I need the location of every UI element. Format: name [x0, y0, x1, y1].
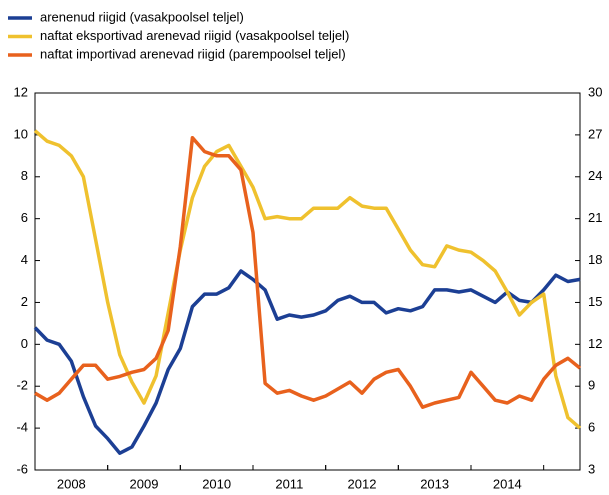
y-tick-label: 12: [14, 84, 28, 99]
x-tick-label: 2012: [348, 476, 377, 491]
legend-label: naftat importivad arenevad riigid (parem…: [40, 46, 346, 61]
legend-label: naftat eksportivad arenevad riigid (vasa…: [40, 28, 349, 43]
y2-tick-label: 6: [588, 420, 595, 435]
x-tick-label: 2010: [202, 476, 231, 491]
series-line: [33, 129, 582, 430]
y-tick-label: -2: [16, 378, 28, 393]
x-tick-label: 2013: [420, 476, 449, 491]
y2-tick-label: 9: [588, 378, 595, 393]
series-line: [34, 135, 582, 409]
y2-tick-label: 18: [588, 252, 602, 267]
plot-frame: [34, 92, 581, 471]
y2-tick-label: 12: [588, 336, 602, 351]
y2-tick-label: 21: [588, 210, 602, 225]
y-tick-label: 0: [21, 336, 28, 351]
series-line: [33, 269, 581, 455]
y2-tick-label: 27: [588, 126, 602, 141]
legend-label: arenenud riigid (vasakpoolsel teljel): [40, 9, 244, 24]
x-tick-label: 2008: [57, 476, 86, 491]
y2-tick-label: 24: [588, 168, 602, 183]
x-tick-label: 2011: [275, 476, 303, 491]
y-tick-label: -4: [16, 420, 28, 435]
y-tick-label: 8: [21, 168, 28, 183]
x-tick-label: 2009: [130, 476, 159, 491]
y-tick-label: 4: [21, 252, 28, 267]
y2-tick-label: 3: [588, 461, 595, 476]
y2-tick-label: 15: [588, 294, 602, 309]
y-tick-label: 6: [21, 210, 28, 225]
x-tick-label: 2014: [493, 476, 522, 491]
y-tick-label: -6: [16, 461, 28, 476]
y-tick-label: 10: [14, 126, 28, 141]
y2-tick-label: 30: [588, 84, 602, 99]
y-tick-label: 2: [21, 294, 28, 309]
